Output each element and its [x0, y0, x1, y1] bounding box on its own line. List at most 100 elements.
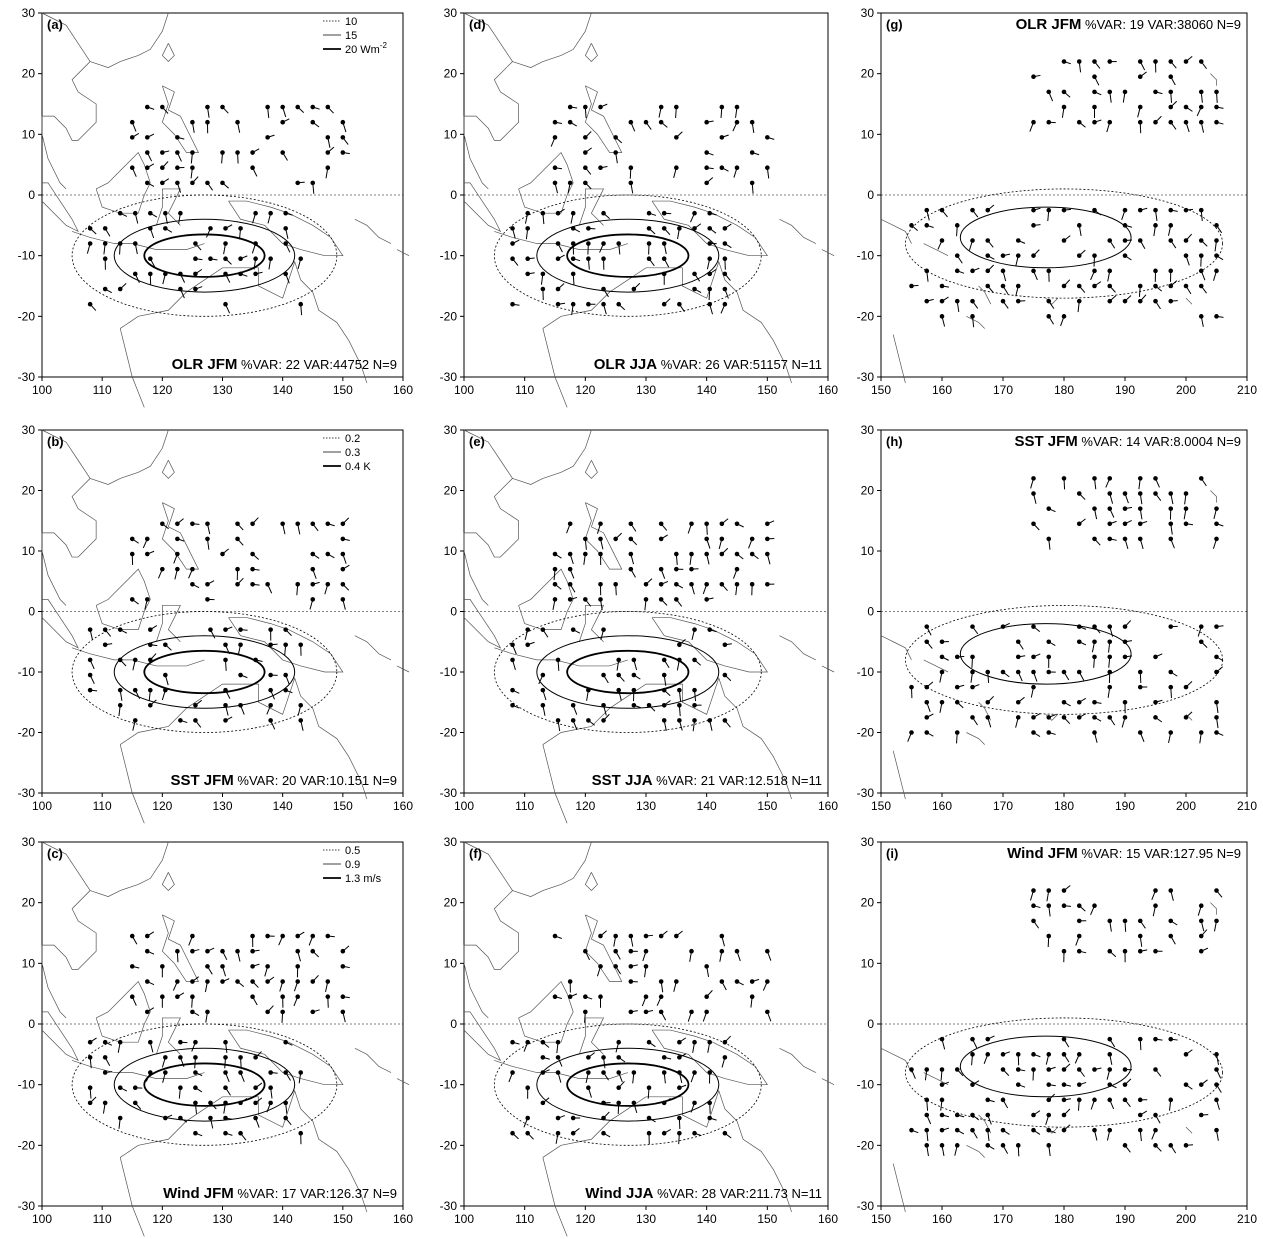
lat-tick-label: -30 — [18, 786, 36, 800]
coastline-asia — [463, 429, 519, 606]
coastline-china — [512, 12, 592, 68]
vector-dot — [628, 979, 634, 984]
panel-title-stats: %VAR: 26 VAR:51157 N=11 — [657, 357, 822, 372]
vector-dot — [268, 702, 273, 708]
vector-dot — [692, 627, 697, 632]
vector-dot — [1107, 624, 1113, 629]
vector-dot — [1031, 223, 1036, 228]
vector-dot — [283, 210, 288, 216]
vector-dot — [954, 1143, 960, 1148]
vector-dot — [280, 150, 285, 155]
vector-dot — [1046, 89, 1052, 95]
vector-dot — [954, 253, 960, 258]
vector-dot — [325, 979, 331, 984]
vector-dot — [340, 948, 346, 954]
lon-tick-label: 100 — [32, 1212, 52, 1226]
vector-dot — [163, 642, 168, 648]
vector-dot — [163, 1055, 168, 1060]
vector-dot — [704, 180, 709, 186]
vector-dot — [1214, 888, 1219, 893]
vector-dot — [1153, 1067, 1158, 1072]
vector-dot — [555, 241, 561, 246]
vector-dot — [1092, 1127, 1097, 1133]
coastline-newguinea-east — [880, 635, 912, 661]
vector-dot — [295, 979, 301, 984]
vector-dot — [722, 1039, 728, 1045]
vector-dot — [1000, 1127, 1006, 1133]
vector-dot — [295, 581, 301, 587]
lon-axis: 150 160 170 180 190 200 210 — [871, 377, 1257, 397]
coastline-philippines — [584, 502, 623, 570]
vector-dot — [163, 1070, 168, 1075]
coastline-java — [494, 1060, 628, 1079]
vector-dot — [1214, 699, 1219, 705]
vector-dot — [1031, 1112, 1036, 1118]
vector-dot — [1031, 730, 1036, 735]
coastline-java — [71, 231, 205, 250]
vector-dot — [1214, 654, 1219, 660]
vector-dot — [205, 597, 210, 602]
vector-dot — [325, 104, 331, 110]
vector-dot — [628, 551, 634, 557]
vector-dot — [310, 979, 316, 984]
vector-dot — [1137, 684, 1143, 690]
vector-dot — [570, 1115, 576, 1121]
coastline-australia-north — [120, 1089, 368, 1213]
vector-dot — [1076, 521, 1082, 527]
vector-dot — [220, 104, 225, 110]
vector-dot — [340, 521, 346, 527]
vector-dot — [144, 551, 150, 557]
vector-dot — [555, 1039, 561, 1045]
vector-dot — [1046, 506, 1052, 511]
vector-dot — [510, 301, 515, 307]
vector-dot — [132, 271, 138, 277]
vector-dot — [707, 1070, 712, 1075]
vector-dot — [970, 1082, 975, 1087]
vector-dot — [1046, 1112, 1052, 1118]
contour-mid — [113, 635, 296, 709]
vector-dot — [144, 150, 150, 155]
vector-dot — [1107, 1097, 1113, 1103]
vector-dot — [205, 979, 210, 984]
coastline-hawaii — [1210, 902, 1217, 915]
vector-dot — [148, 627, 153, 632]
vector-dot — [129, 135, 135, 140]
lat-tick-label: 0 — [28, 1017, 35, 1031]
vector-dot — [628, 536, 634, 542]
panel-title-stats: %VAR: 20 VAR:10.151 N=9 — [234, 773, 397, 788]
vector-dot — [628, 521, 634, 527]
vector-dot — [1061, 89, 1067, 95]
vector-dot — [674, 551, 679, 557]
vector-dot — [1076, 669, 1082, 675]
vector-dot — [1122, 207, 1128, 213]
lon-axis: 100 110 120 130 140 150 160 — [32, 377, 413, 397]
lon-tick-label: 140 — [273, 1212, 293, 1226]
coastline-newguinea — [228, 617, 344, 673]
vector-dot — [1198, 89, 1204, 95]
vector-dot — [677, 702, 682, 708]
vector-dot — [1137, 59, 1143, 64]
vector-dot — [1107, 1052, 1113, 1057]
lat-tick-label: -10 — [440, 249, 458, 263]
vector-dot — [1214, 536, 1219, 542]
vector-dot — [1214, 104, 1219, 110]
vector-dot — [129, 933, 135, 939]
vector-dot — [510, 1130, 515, 1136]
vector-dot — [540, 672, 546, 678]
vector-dot — [102, 286, 108, 292]
vector-dot — [719, 551, 725, 557]
vector-dot — [1137, 536, 1143, 542]
vector-dot — [1168, 104, 1174, 110]
vector-dot — [939, 207, 945, 213]
vector-dot — [924, 1112, 930, 1118]
vector-dot — [193, 1039, 198, 1045]
vector-dot — [722, 718, 728, 723]
lat-tick-label: -20 — [857, 1138, 875, 1152]
vector-dot — [1153, 654, 1158, 660]
vector-dot — [1153, 491, 1158, 496]
lon-axis: 100 110 120 130 140 150 160 — [32, 1206, 413, 1226]
vector-dot — [1137, 119, 1143, 125]
vector-dot — [510, 657, 515, 663]
vector-dot — [102, 627, 108, 632]
